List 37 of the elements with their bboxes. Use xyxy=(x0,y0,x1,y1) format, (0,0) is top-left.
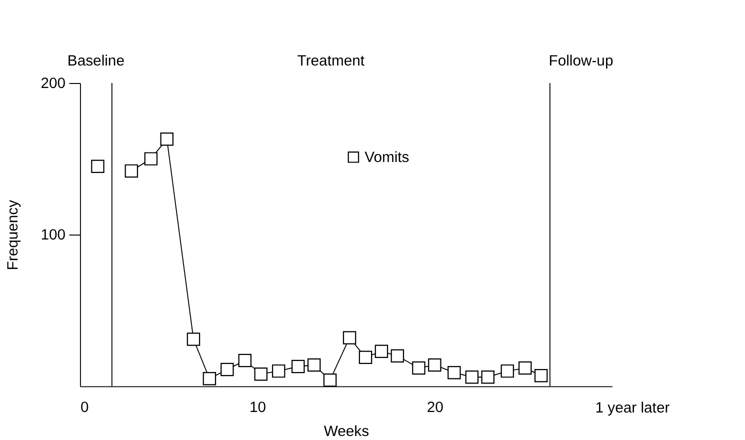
point xyxy=(91,160,104,174)
x-tick-label: 0 xyxy=(80,400,89,416)
point xyxy=(500,364,514,378)
text: Follow-up xyxy=(548,53,614,70)
point xyxy=(358,350,372,364)
point xyxy=(390,349,404,363)
point xyxy=(481,370,494,384)
point xyxy=(342,331,356,344)
legend-label: Vomits xyxy=(364,150,410,166)
text: Treatment xyxy=(297,53,366,70)
point xyxy=(254,367,268,381)
point xyxy=(291,360,305,374)
point xyxy=(374,344,388,358)
point xyxy=(412,361,426,375)
point xyxy=(124,164,138,178)
point xyxy=(238,354,252,368)
point xyxy=(202,372,216,386)
point xyxy=(323,374,337,387)
point xyxy=(448,366,461,380)
point xyxy=(186,332,200,346)
x-axis-title: Weeks xyxy=(324,424,370,440)
y-axis-title: Frequency xyxy=(5,199,22,270)
x-tick-label: 20 xyxy=(426,400,444,416)
point xyxy=(518,361,532,375)
text: Baseline xyxy=(67,53,124,70)
y-tick-label: 200 xyxy=(40,76,66,92)
point xyxy=(534,368,548,382)
y-tick-label: 100 xyxy=(40,228,66,244)
point xyxy=(144,152,158,166)
point xyxy=(307,358,321,372)
point xyxy=(220,362,234,376)
point xyxy=(465,370,479,384)
x-tick-label: 10 xyxy=(250,400,266,416)
point xyxy=(272,364,286,378)
point xyxy=(160,132,174,146)
point xyxy=(428,358,442,372)
text: 1 year later xyxy=(595,400,670,416)
